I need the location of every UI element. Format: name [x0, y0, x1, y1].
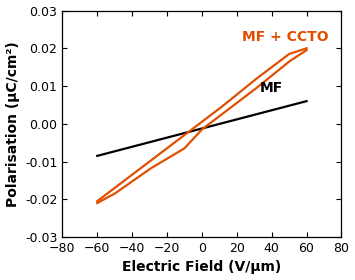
- Text: MF + CCTO: MF + CCTO: [242, 30, 329, 44]
- Y-axis label: Polarisation (μC/cm²): Polarisation (μC/cm²): [6, 41, 20, 207]
- X-axis label: Electric Field (V/μm): Electric Field (V/μm): [122, 260, 282, 274]
- Text: MF: MF: [260, 81, 283, 95]
